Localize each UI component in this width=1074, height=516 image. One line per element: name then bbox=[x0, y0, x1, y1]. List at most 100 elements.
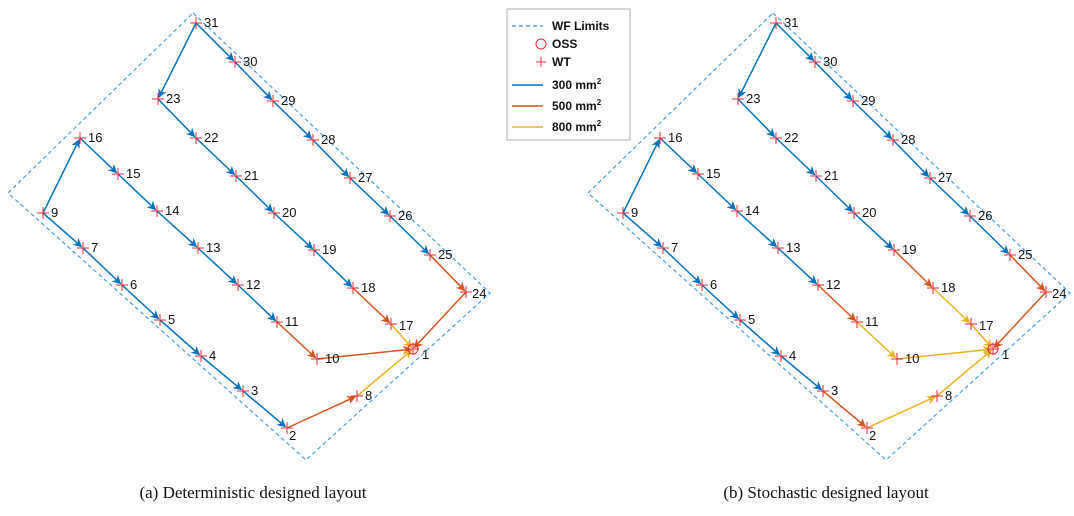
cable-9-to-16 bbox=[42, 138, 80, 214]
turbine-label-19: 19 bbox=[902, 242, 916, 257]
turbine-markers: 1234567891011121314151617181920212223242… bbox=[37, 15, 486, 443]
turbine-9: 9 bbox=[617, 205, 638, 220]
turbine-5: 5 bbox=[734, 312, 755, 327]
cable-11-to-10 bbox=[856, 321, 897, 359]
cable-14-to-13 bbox=[156, 210, 198, 248]
turbine-8: 8 bbox=[351, 388, 372, 403]
turbine-label-20: 20 bbox=[862, 205, 876, 220]
turbine-12: 12 bbox=[232, 277, 260, 292]
turbine-label-11: 11 bbox=[865, 314, 879, 329]
turbine-label-9: 9 bbox=[51, 205, 58, 220]
cable-28-to-27 bbox=[892, 139, 930, 178]
cable-20-to-19 bbox=[273, 212, 314, 250]
turbine-4: 4 bbox=[775, 348, 796, 363]
turbine-15: 15 bbox=[692, 166, 720, 181]
cable-13-to-12 bbox=[197, 247, 238, 285]
legend-wf-limits-label: WF Limits bbox=[552, 19, 610, 33]
turbine-label-26: 26 bbox=[978, 208, 992, 223]
turbine-18: 18 bbox=[347, 280, 375, 295]
turbine-label-4: 4 bbox=[789, 348, 796, 363]
cable-29-to-28 bbox=[852, 100, 893, 140]
panel-stochastic-layout: 1234567891011121314151617181920212223242… bbox=[587, 12, 1071, 502]
cable-19-to-18 bbox=[893, 249, 933, 288]
turbine-label-11: 11 bbox=[285, 314, 299, 329]
cable-15-to-14 bbox=[117, 173, 157, 211]
cable-21-to-20 bbox=[815, 175, 854, 213]
turbine-27: 27 bbox=[924, 170, 952, 185]
cable-5-to-4 bbox=[739, 319, 781, 356]
turbine-17: 17 bbox=[965, 318, 993, 333]
turbine-label-13: 13 bbox=[206, 240, 220, 255]
turbine-label-25: 25 bbox=[1018, 247, 1032, 262]
cable-29-to-28 bbox=[272, 100, 313, 140]
turbine-19: 19 bbox=[888, 242, 916, 257]
turbine-label-24: 24 bbox=[472, 286, 486, 301]
cable-28-to-27 bbox=[312, 139, 350, 178]
cable-13-to-12 bbox=[777, 247, 818, 285]
turbine-label-24: 24 bbox=[1052, 286, 1066, 301]
caption-b: (b) Stochastic designed layout bbox=[723, 483, 929, 502]
turbine-label-5: 5 bbox=[168, 312, 175, 327]
turbine-label-17: 17 bbox=[399, 318, 413, 333]
cable-17-to-1 bbox=[970, 323, 993, 349]
turbine-label-16: 16 bbox=[668, 130, 682, 145]
turbine-3: 3 bbox=[237, 383, 258, 398]
cable-2-to-8 bbox=[866, 396, 936, 429]
turbine-label-8: 8 bbox=[945, 388, 952, 403]
turbine-label-30: 30 bbox=[823, 54, 837, 69]
cable-4-to-3 bbox=[780, 355, 823, 391]
cable-26-to-25 bbox=[969, 215, 1010, 255]
turbine-19: 19 bbox=[308, 242, 336, 257]
turbine-label-26: 26 bbox=[398, 208, 412, 223]
cable-9-to-7 bbox=[622, 212, 663, 248]
turbine-20: 20 bbox=[268, 205, 296, 220]
cable-12-to-11 bbox=[237, 284, 277, 322]
legend-wt-swatch bbox=[536, 57, 546, 67]
cable-20-to-19 bbox=[853, 212, 894, 250]
turbine-2: 2 bbox=[281, 422, 296, 443]
turbine-label-12: 12 bbox=[246, 277, 260, 292]
wf-limits-boundary bbox=[587, 12, 1071, 461]
cable-27-to-26 bbox=[349, 177, 390, 216]
turbine-23: 23 bbox=[732, 91, 760, 106]
turbine-label-17: 17 bbox=[979, 318, 993, 333]
legend-oss-label: OSS bbox=[552, 37, 577, 51]
legend-wt-label: WT bbox=[552, 55, 571, 69]
turbine-1: 1 bbox=[987, 343, 1009, 362]
turbine-label-13: 13 bbox=[786, 240, 800, 255]
cable-15-to-14 bbox=[697, 173, 737, 211]
turbine-label-21: 21 bbox=[824, 168, 838, 183]
turbine-label-15: 15 bbox=[126, 166, 140, 181]
turbine-11: 11 bbox=[851, 314, 879, 329]
turbine-label-1: 1 bbox=[1002, 347, 1009, 362]
turbine-label-3: 3 bbox=[251, 383, 258, 398]
cable-7-to-6 bbox=[662, 247, 702, 285]
turbine-9: 9 bbox=[37, 205, 58, 220]
turbine-label-31: 31 bbox=[784, 15, 798, 30]
turbine-1: 1 bbox=[407, 343, 429, 362]
turbine-5: 5 bbox=[154, 312, 175, 327]
cable-11-to-10 bbox=[276, 321, 317, 359]
turbine-label-8: 8 bbox=[365, 388, 372, 403]
turbine-22: 22 bbox=[190, 130, 218, 145]
turbine-26: 26 bbox=[964, 208, 992, 223]
turbine-27: 27 bbox=[344, 170, 372, 185]
turbine-label-22: 22 bbox=[784, 130, 798, 145]
turbine-7: 7 bbox=[657, 240, 678, 255]
turbine-label-19: 19 bbox=[322, 242, 336, 257]
oss-marker bbox=[987, 343, 999, 355]
cable-16-to-15 bbox=[659, 137, 698, 174]
cable-24-to-1 bbox=[993, 291, 1047, 349]
turbine-markers: 1234567891011121314151617181920212223242… bbox=[617, 15, 1066, 443]
turbine-label-5: 5 bbox=[748, 312, 755, 327]
turbine-label-7: 7 bbox=[91, 240, 98, 255]
legend-500mm2-label: 500 mm2 bbox=[552, 98, 602, 113]
turbine-12: 12 bbox=[812, 277, 840, 292]
turbine-label-10: 10 bbox=[325, 351, 339, 366]
turbine-label-23: 23 bbox=[746, 91, 760, 106]
turbine-label-28: 28 bbox=[321, 132, 335, 147]
cable-23-to-22 bbox=[157, 98, 196, 138]
cable-5-to-4 bbox=[159, 319, 201, 356]
cable-17-to-1 bbox=[390, 323, 413, 349]
